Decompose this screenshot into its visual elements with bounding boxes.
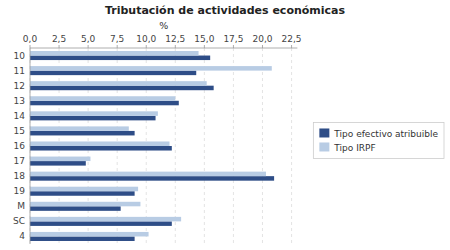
title: Tributación de actividades económicas <box>105 4 346 17</box>
tick-mark <box>88 45 89 48</box>
tick-mark <box>117 45 118 48</box>
bar <box>30 176 274 181</box>
grid-line <box>204 48 205 244</box>
category-label: 19 <box>14 186 26 196</box>
grid-line <box>291 48 292 244</box>
bar <box>30 86 214 91</box>
bar <box>30 221 172 226</box>
tick-label: 22,5 <box>282 34 302 44</box>
grid-line <box>262 48 263 244</box>
bar <box>30 116 156 121</box>
bar <box>30 126 129 131</box>
category-label: 16 <box>14 141 26 151</box>
category-label: 15 <box>14 126 25 136</box>
bar <box>30 157 90 162</box>
y-axis-line <box>30 48 31 244</box>
category-label: 11 <box>14 66 25 76</box>
tick-mark <box>175 45 176 48</box>
tick-label: 15,0 <box>194 34 214 44</box>
grid-line <box>175 48 176 244</box>
bar <box>30 217 181 222</box>
tick-label: 20,0 <box>252 34 272 44</box>
category-label: 18 <box>14 171 26 181</box>
bar <box>30 71 196 76</box>
bar <box>30 236 135 241</box>
bar <box>30 81 207 86</box>
grid <box>30 48 292 244</box>
category-label: SC <box>13 216 25 226</box>
category-label: 17 <box>14 156 25 166</box>
tick-mark <box>146 45 147 48</box>
tick-mark <box>59 45 60 48</box>
tick-mark <box>291 45 292 48</box>
category-label: 14 <box>14 111 26 121</box>
legend: Tipo efectivo atribuible Tipo IRPF <box>313 122 444 158</box>
grid-line <box>30 48 31 244</box>
tick-label: 17,5 <box>223 34 243 44</box>
tick-mark <box>233 45 234 48</box>
legend-frame <box>313 122 444 158</box>
legend-swatch <box>319 142 329 151</box>
category-label: 12 <box>14 81 25 91</box>
tick-label: 0,0 <box>23 34 38 44</box>
chart: Tributación de actividades económicas% 0,… <box>0 0 450 250</box>
bar <box>30 96 175 101</box>
x-axis-line <box>30 48 297 49</box>
bar <box>30 172 266 177</box>
bar <box>30 232 149 237</box>
grid-line <box>233 48 234 244</box>
tick-label: 7,5 <box>110 34 124 44</box>
category-label: 10 <box>14 51 26 61</box>
tick-label: 5,0 <box>81 34 96 44</box>
bar <box>30 51 199 56</box>
bar <box>30 66 272 71</box>
bar <box>30 101 179 106</box>
bar <box>30 202 140 207</box>
tick-mark <box>262 45 263 48</box>
tick-mark <box>204 45 205 48</box>
bars <box>30 51 274 241</box>
tick-label: 12,5 <box>165 34 185 44</box>
category-label: M <box>17 201 25 211</box>
tick-mark <box>30 45 31 48</box>
legend-swatch <box>319 128 329 137</box>
category-label: 4 <box>19 231 25 241</box>
bar <box>30 141 169 146</box>
bar <box>30 56 210 61</box>
bar <box>30 161 86 166</box>
legend-label: Tipo IRPF <box>333 143 375 153</box>
bar <box>30 191 135 196</box>
tick-label: 10,0 <box>136 34 156 44</box>
tick-label: 2,5 <box>52 34 66 44</box>
bar <box>30 146 172 151</box>
category-label: 13 <box>14 96 25 106</box>
bar <box>30 187 138 192</box>
x-axis-label: % <box>159 20 168 31</box>
bar <box>30 206 121 211</box>
bar <box>30 111 158 116</box>
legend-label: Tipo efectivo atribuible <box>333 129 438 139</box>
bar <box>30 131 135 136</box>
